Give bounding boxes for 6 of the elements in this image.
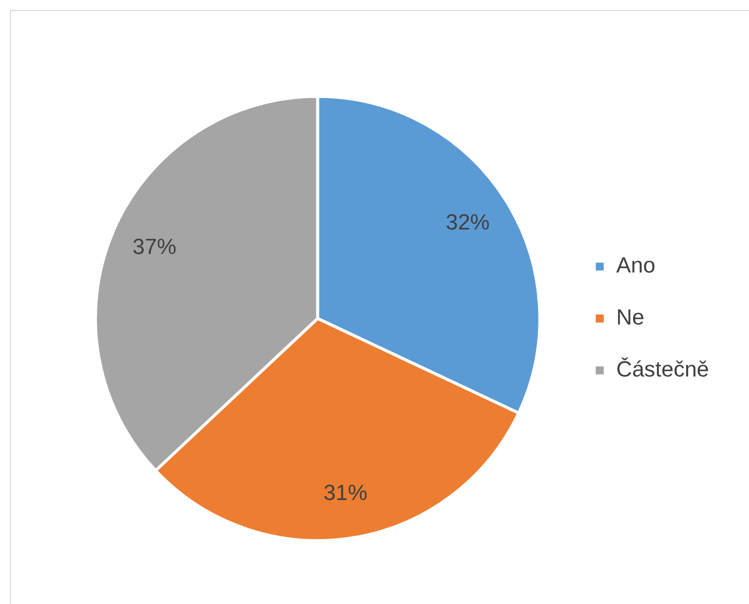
data-label: 32%: [446, 209, 490, 234]
legend-label: Částečně: [616, 356, 710, 382]
legend-label: Ano: [616, 252, 656, 278]
data-label: 37%: [132, 234, 176, 259]
legend-label: Ne: [616, 304, 644, 330]
data-label: 31%: [323, 480, 368, 506]
